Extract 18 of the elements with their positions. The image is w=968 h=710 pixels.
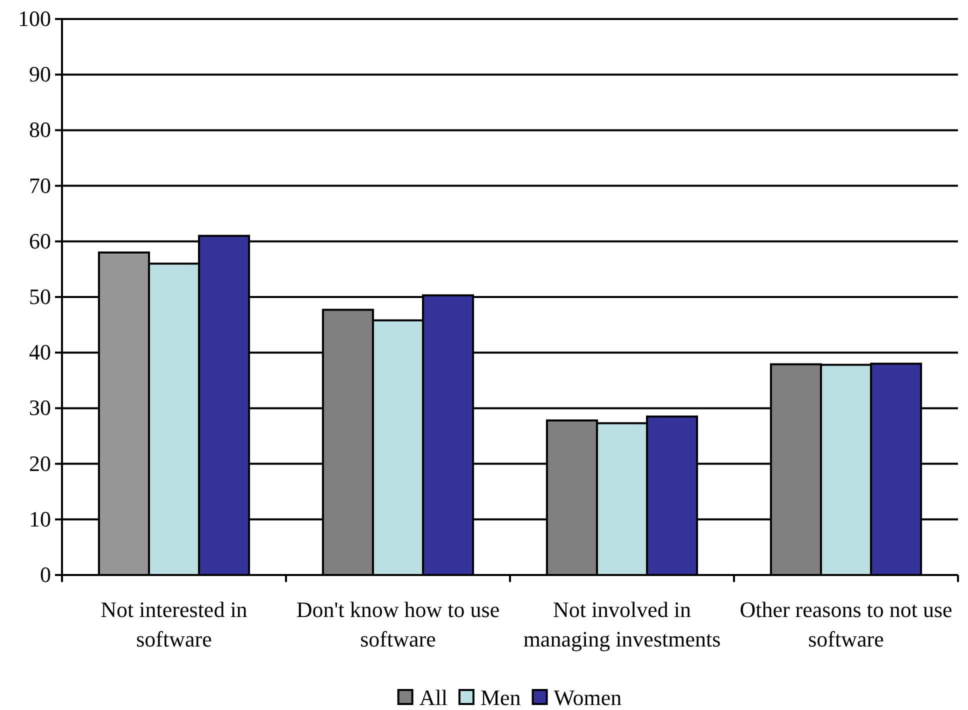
y-tick-label: 90 bbox=[29, 62, 51, 87]
legend-label: Women bbox=[554, 685, 622, 710]
x-tick-label: Don't know how to use software bbox=[296, 597, 500, 652]
x-tick-label: Other reasons to not use software bbox=[740, 597, 952, 652]
x-tick-label: Not involved in managing investments bbox=[523, 597, 721, 652]
y-tick-label: 70 bbox=[29, 172, 51, 198]
y-tick-label: 30 bbox=[29, 395, 51, 420]
y-tick-label: 20 bbox=[29, 450, 51, 476]
y-tick-label: 80 bbox=[29, 117, 51, 142]
x-tick-label: Not interested in software bbox=[100, 597, 248, 652]
y-tick-label: 0 bbox=[40, 562, 51, 588]
y-tick-label: 60 bbox=[29, 228, 51, 254]
y-tick-label: 100 bbox=[18, 6, 51, 32]
y-tick-label: 10 bbox=[29, 506, 51, 532]
legend-label: Men bbox=[480, 685, 521, 710]
y-tick-label: 40 bbox=[29, 340, 51, 365]
legend-label: All bbox=[419, 685, 448, 710]
y-tick-label: 50 bbox=[29, 284, 51, 310]
